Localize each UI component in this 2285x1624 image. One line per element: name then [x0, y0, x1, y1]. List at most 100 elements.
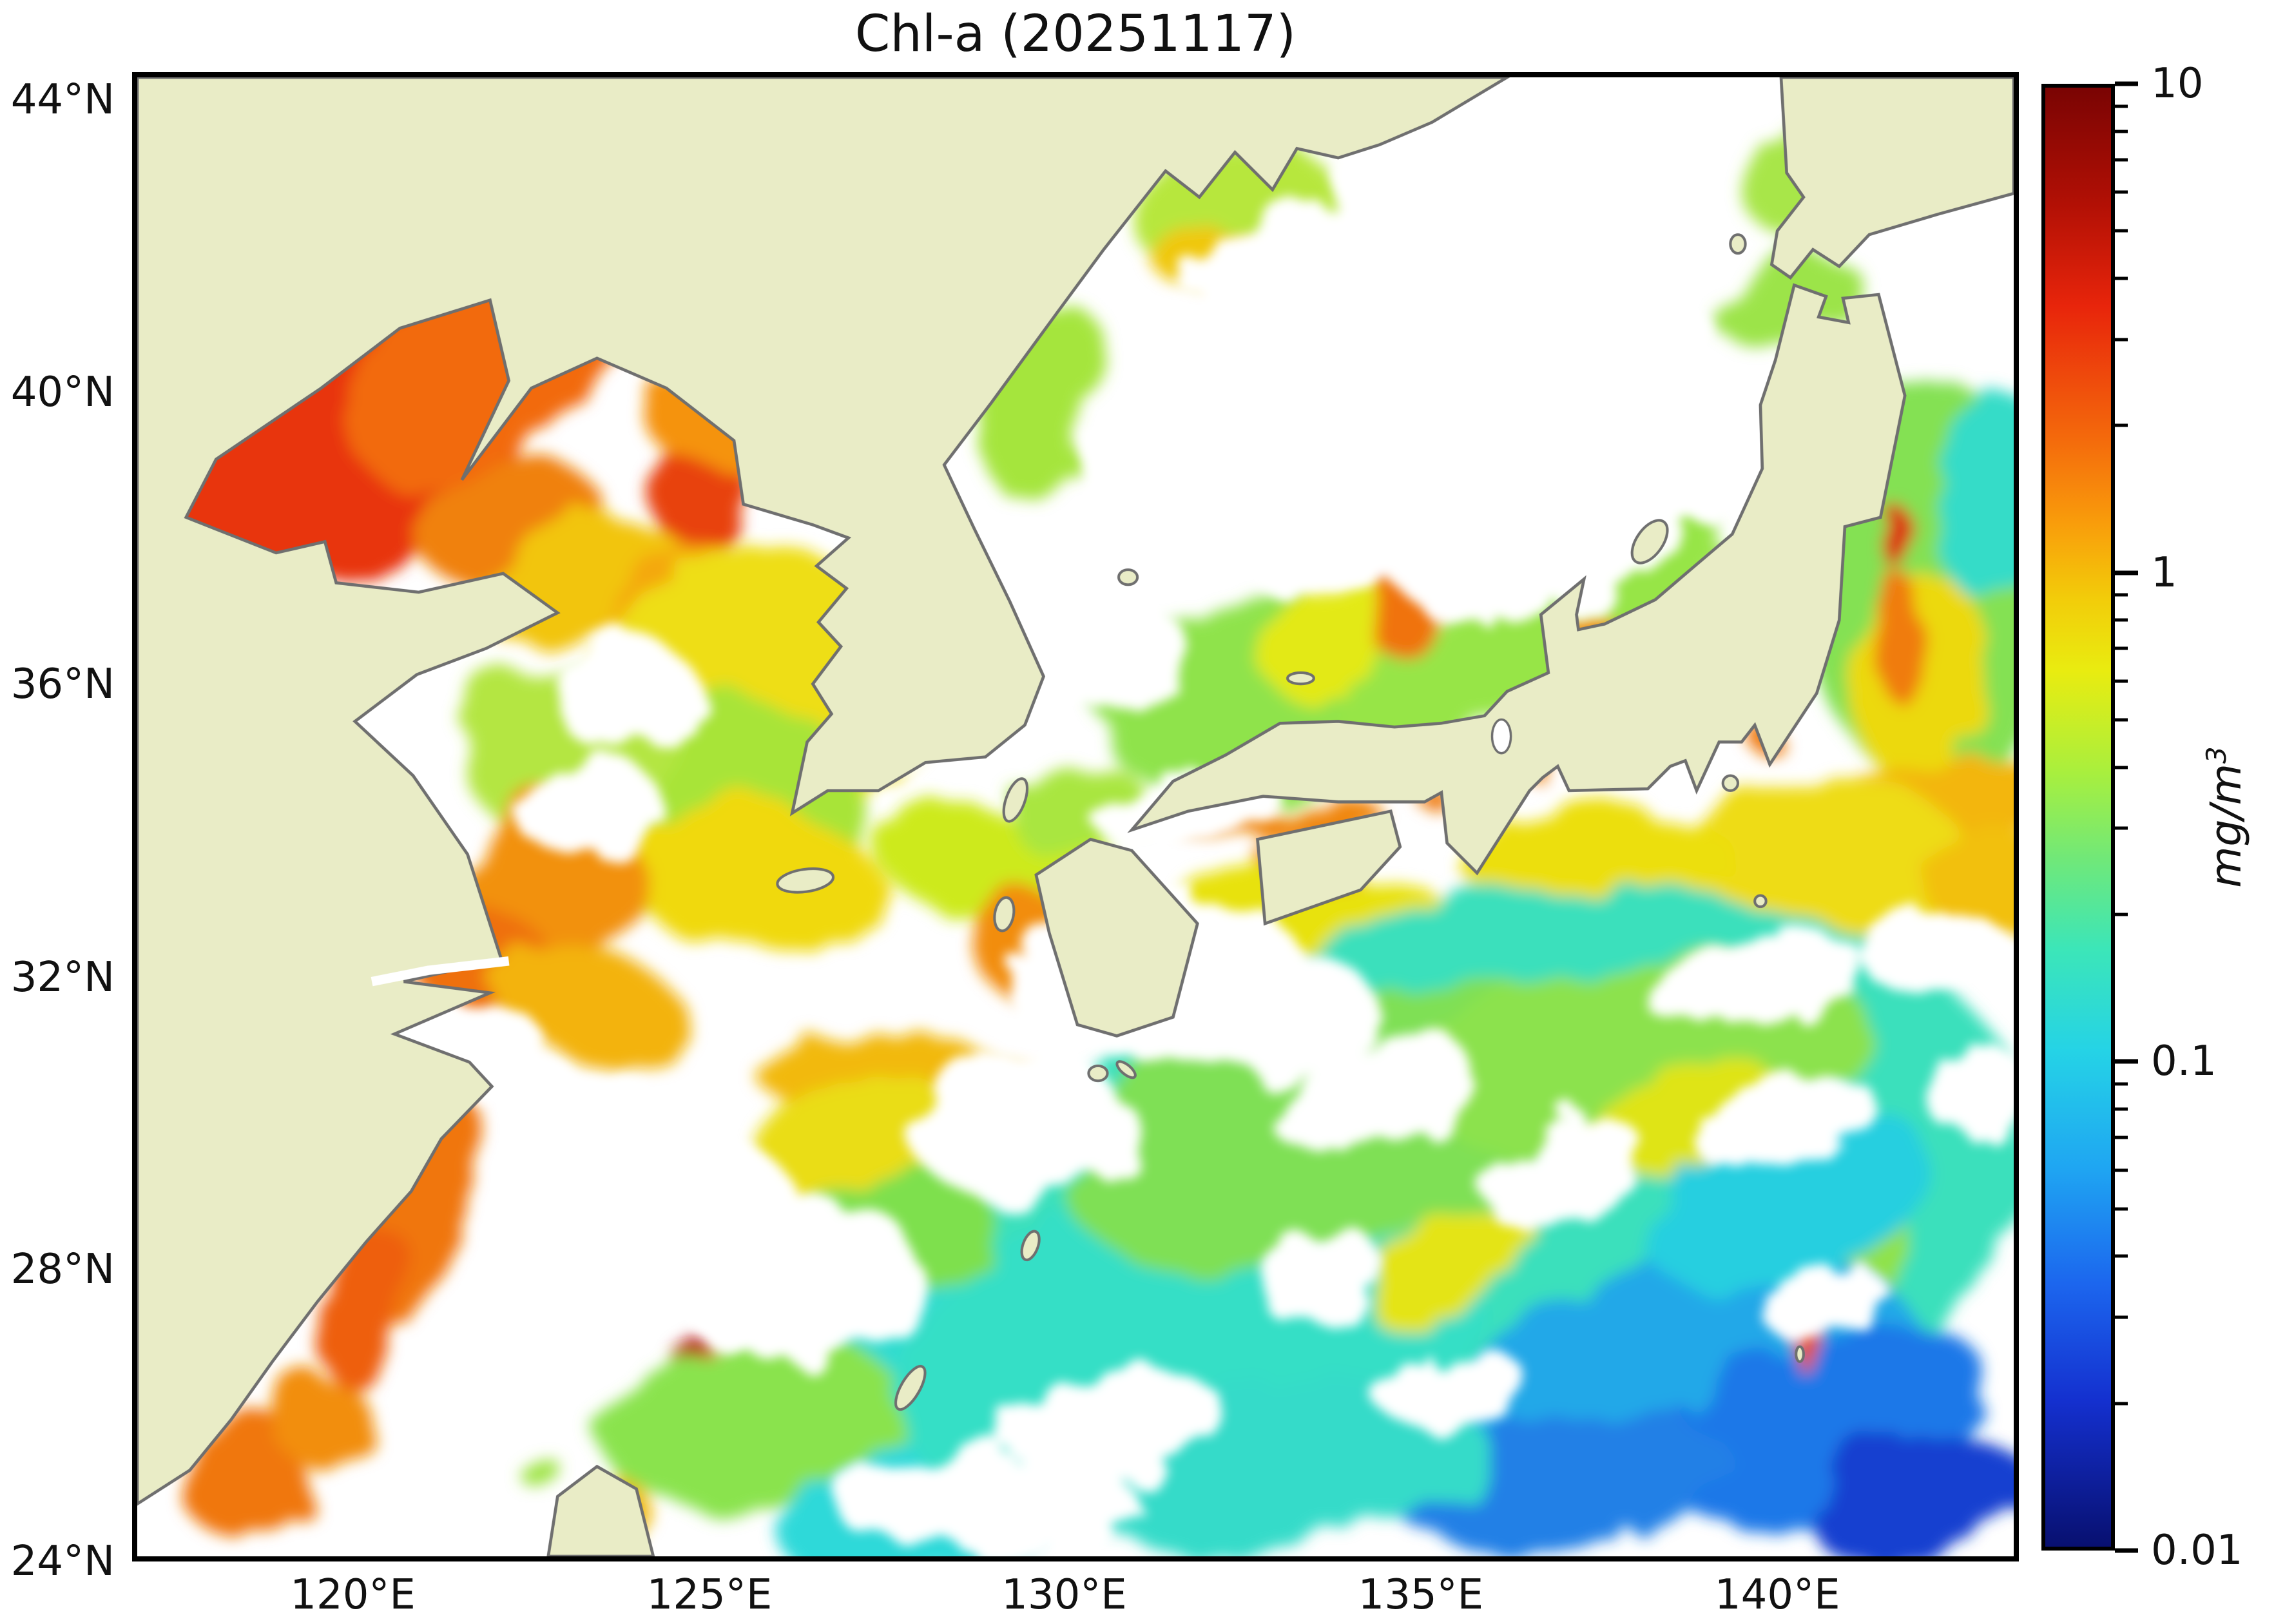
x-tick-140°E: 140°E	[1714, 1571, 1840, 1619]
colorbar	[2041, 84, 2115, 1551]
cbar-major-tick-10	[2115, 81, 2138, 86]
island-oki	[1286, 671, 1315, 686]
island-jeju	[776, 867, 835, 894]
cloud-patch	[523, 1067, 689, 1184]
cbar-minor-tick	[2115, 423, 2128, 427]
cbar-minor-tick	[2115, 104, 2128, 108]
island-okinawa	[894, 1365, 927, 1411]
chl-region-tohoku-offshore-cyan	[1929, 376, 2014, 602]
unit-exponent: 3	[2201, 746, 2232, 764]
chl-region-enshu-nada-yellow	[1470, 810, 1732, 918]
cloud-patch	[1001, 1370, 1224, 1481]
cbar-minor-tick	[2115, 646, 2128, 650]
cbar-minor-tick	[2115, 679, 2128, 683]
island-hachijojima	[1753, 894, 1768, 908]
y-tick-28°N: 28°N	[10, 1246, 115, 1294]
y-tick-24°N: 24°N	[10, 1538, 115, 1585]
figure-title: Chl-a (20251117)	[854, 5, 1297, 63]
cloud-patch	[1338, 124, 1564, 255]
cbar-minor-tick	[2115, 338, 2128, 342]
cbar-minor-tick	[2115, 718, 2128, 722]
small-islands	[776, 233, 1805, 1411]
cbar-label-1: 1	[2151, 548, 2177, 597]
cloud-patch	[1484, 1117, 1643, 1228]
landmass-shikoku	[1255, 809, 1402, 926]
y-tick-44°N: 44°N	[10, 75, 115, 124]
cloud-patch	[1384, 399, 1743, 617]
x-tick-125°E: 125°E	[646, 1571, 773, 1619]
cbar-major-tick-0.01	[2115, 1548, 2138, 1553]
island-ogasawara	[1795, 1345, 1805, 1363]
longitude-axis: 120°E 125°E 130°E 135°E 140°E	[132, 1571, 2019, 1623]
cbar-minor-tick	[2115, 1168, 2128, 1172]
cloud-patch	[1277, 1034, 1475, 1161]
cbar-label-0.1: 0.1	[2151, 1038, 2217, 1086]
cbar-minor-tick	[2115, 276, 2128, 280]
cloud-patch	[1432, 217, 1695, 387]
cbar-minor-tick	[2115, 158, 2128, 162]
latitude-axis: 44°N 40°N 36°N 32°N 28°N 24°N	[0, 72, 124, 1585]
cloud-patch	[1864, 910, 2014, 1005]
island-tsushima	[1002, 777, 1029, 823]
cloud-patch	[1920, 1041, 2014, 1136]
colorbar-ticks	[2115, 81, 2154, 1553]
island-amami	[1020, 1230, 1041, 1261]
map-canvas	[137, 77, 2014, 1556]
cbar-minor-tick	[2115, 618, 2128, 622]
landmass-taiwan	[546, 1464, 655, 1556]
chl-region-kuroshio-ext-gold	[1920, 826, 2014, 939]
cloud-patch	[906, 1050, 1132, 1201]
cloud-patch	[1056, 423, 1320, 592]
cbar-minor-tick	[2115, 1402, 2128, 1406]
cloud-patch	[1697, 1079, 1880, 1173]
yangtze-river	[371, 956, 510, 987]
lake-biwa	[1490, 718, 1512, 755]
cbar-minor-tick	[2115, 913, 2128, 916]
cloud-patch	[1761, 1268, 1891, 1339]
island-okushiri	[1729, 233, 1747, 255]
chl-region-pacific-yellow-wisp2	[1367, 1209, 1534, 1324]
chl-region-yellowsea-south-yellow	[626, 805, 887, 960]
cloud-patch	[1376, 1348, 1525, 1427]
x-tick-120°E: 120°E	[290, 1571, 416, 1619]
island-yakushima	[1087, 1064, 1109, 1083]
cbar-minor-tick	[2115, 593, 2128, 597]
colorbar-tick-labels: 10 1 0.1 0.01	[2151, 60, 2280, 1574]
land-layer	[137, 77, 2014, 1556]
cloud-patch	[1188, 208, 1489, 396]
cbar-minor-tick	[2115, 130, 2128, 133]
cbar-label-10: 10	[2151, 60, 2204, 108]
cbar-minor-tick	[2115, 229, 2128, 233]
cloud-patch	[1639, 925, 1862, 1027]
cbar-minor-tick	[2115, 766, 2128, 769]
map-plot-area	[132, 72, 2019, 1561]
y-tick-36°N: 36°N	[10, 660, 115, 708]
cbar-minor-tick	[2115, 1254, 2128, 1258]
cbar-minor-tick	[2115, 190, 2128, 194]
landmass-asia-mainland-korea	[137, 77, 1510, 1506]
x-tick-130°E: 130°E	[1001, 1571, 1127, 1619]
y-tick-40°N: 40°N	[10, 368, 115, 416]
cloud-patch	[1256, 1233, 1383, 1317]
chl-region-taiwan-ne-green	[518, 1457, 564, 1487]
chl-region-liaodong-east-red	[653, 442, 747, 555]
y-tick-32°N: 32°N	[10, 954, 115, 1002]
cloud-patch	[1150, 947, 1376, 1079]
cloud-patch	[512, 755, 663, 860]
chl-region-fujian-corner-orange2	[278, 1378, 372, 1473]
cbar-minor-tick	[2115, 1107, 2128, 1111]
cbar-minor-tick	[2115, 1082, 2128, 1086]
x-tick-135°E: 135°E	[1358, 1571, 1484, 1619]
island-goto	[993, 896, 1016, 933]
cbar-minor-tick	[2115, 1315, 2128, 1319]
island-tanegashima	[1115, 1060, 1137, 1079]
cloud-patch	[550, 639, 700, 751]
island-ulleungdo	[1117, 568, 1139, 586]
unit-base: mg/m	[2201, 764, 2251, 888]
landmass-hokkaido	[1769, 77, 2014, 280]
cbar-label-0.01: 0.01	[2151, 1527, 2243, 1574]
cbar-minor-tick	[2115, 826, 2128, 830]
cbar-minor-tick	[2115, 1136, 2128, 1139]
island-sado	[1630, 519, 1669, 565]
